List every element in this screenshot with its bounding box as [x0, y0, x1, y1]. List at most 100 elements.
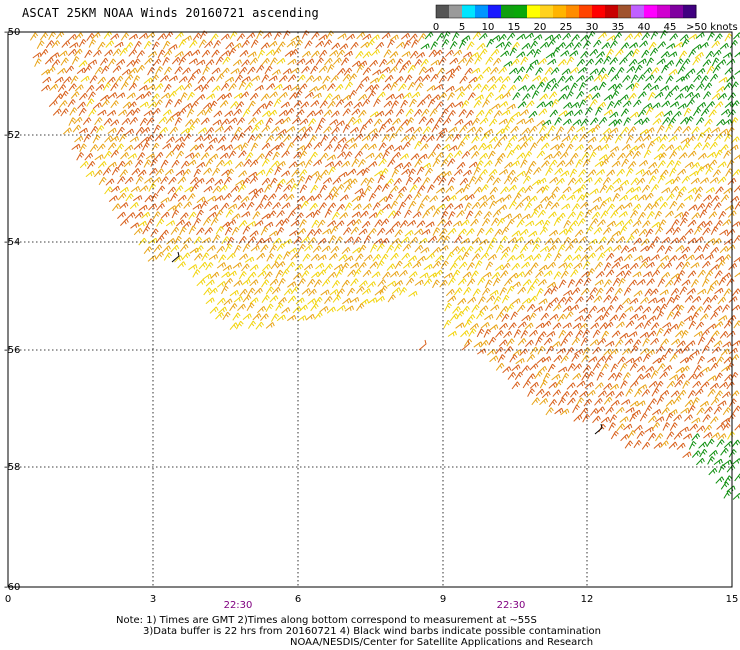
- wind-barb: [460, 219, 470, 227]
- axis-tick-labels: 0 3 6 9 12 15-50-52-54-56-58-60: [4, 27, 738, 605]
- wind-barb: [611, 160, 621, 168]
- wind-barb: [288, 247, 298, 254]
- wind-barb: [454, 86, 464, 93]
- wind-barb: [655, 111, 665, 118]
- wind-barb: [697, 269, 706, 278]
- wind-barb: [187, 124, 195, 134]
- wind-barb: [90, 125, 99, 135]
- wind-barb: [271, 286, 281, 295]
- wind-barb: [587, 169, 597, 177]
- wind-barb: [310, 100, 320, 108]
- wind-barb: [694, 254, 705, 261]
- wind-barb: [689, 170, 699, 177]
- wind-barb: [168, 75, 178, 82]
- wind-barb: [375, 110, 385, 118]
- wind-barb: [728, 398, 737, 407]
- wind-barb: [94, 117, 103, 126]
- wind-barb: [436, 234, 446, 243]
- wind-barb: [212, 167, 221, 176]
- wind-barb: [484, 313, 494, 321]
- wind-barb: [322, 177, 333, 185]
- wind-barb: [641, 372, 651, 380]
- wind-barb: [195, 245, 204, 254]
- wind-barb: [315, 40, 325, 48]
- wind-barb: [629, 413, 638, 423]
- wind-barb: [645, 192, 654, 201]
- wind-barb: [669, 150, 678, 160]
- wind-barb: [668, 135, 678, 143]
- wind-barb: [458, 40, 467, 49]
- wind-barb: [383, 118, 393, 126]
- wind-barb: [225, 42, 235, 50]
- wind-barb: [226, 168, 235, 178]
- wind-barb: [605, 48, 614, 58]
- wind-barb: [292, 306, 302, 314]
- wind-barb: [702, 296, 712, 305]
- wind-barb: [693, 245, 703, 254]
- wind-barb: [609, 383, 619, 391]
- wind-barb: [29, 32, 39, 41]
- wind-barb: [706, 285, 715, 295]
- wind-barb: [611, 261, 621, 269]
- wind-barb: [425, 252, 435, 260]
- wind-barb: [707, 356, 717, 363]
- wind-barb: [291, 117, 301, 125]
- wind-barb: [436, 203, 446, 211]
- wind-barb: [681, 365, 690, 374]
- wind-barb: [221, 67, 230, 76]
- wind-barb: [178, 39, 187, 48]
- wind-barb: [465, 57, 474, 66]
- wind-barb: [438, 92, 447, 101]
- wind-barb: [647, 315, 657, 323]
- wind-barb: [529, 381, 539, 389]
- wind-barb: [669, 353, 678, 362]
- wind-map[interactable]: 0 3 6 9 12 15-50-52-54-56-58-60 22:30 22:30: [0, 0, 740, 615]
- scale-swatch: [618, 5, 632, 18]
- wind-barb: [731, 340, 740, 347]
- wind-barb: [369, 261, 379, 269]
- wind-barb: [571, 254, 582, 261]
- wind-barb: [734, 423, 740, 431]
- wind-barb: [573, 363, 583, 371]
- wind-barb: [702, 414, 711, 423]
- wind-barb: [509, 47, 517, 57]
- wind-barb: [673, 160, 682, 170]
- wind-barb: [287, 58, 297, 66]
- wind-barb: [556, 42, 566, 50]
- wind-barb: [612, 177, 622, 185]
- wind-barb: [137, 152, 146, 161]
- wind-barb: [447, 227, 457, 236]
- wind-barb: [206, 76, 216, 84]
- wind-barb: [602, 177, 611, 186]
- wind-barb: [615, 391, 625, 399]
- wind-barb: [343, 178, 353, 185]
- wind-barb: [60, 90, 69, 100]
- wind-barb: [560, 338, 569, 347]
- wind-barb: [414, 244, 424, 253]
- wind-barb: [575, 296, 584, 304]
- wind-barb: [501, 313, 510, 322]
- wind-barb: [575, 278, 584, 287]
- wind-barb: [71, 56, 80, 65]
- wind-barb: [394, 76, 404, 84]
- wind-barb: [151, 93, 160, 102]
- wind-barb: [164, 31, 174, 40]
- wind-barb: [665, 279, 674, 288]
- wind-barb: [693, 364, 702, 374]
- wind-barb: [694, 388, 704, 397]
- wind-barb: [277, 41, 286, 50]
- wind-barb: [203, 134, 213, 142]
- wind-barb: [324, 263, 333, 272]
- wind-barb: [570, 102, 580, 109]
- wind-barb: [367, 90, 376, 99]
- wind-barb: [476, 42, 486, 51]
- wind-barb: [201, 49, 211, 58]
- wind-barb: [192, 203, 202, 210]
- wind-barb: [506, 303, 515, 313]
- wind-barb: [502, 366, 512, 374]
- wind-barb: [534, 219, 545, 227]
- wind-barb: [256, 252, 266, 260]
- wind-barb: [660, 169, 669, 178]
- wind-barb: [648, 175, 657, 184]
- wind-barb: [180, 160, 190, 169]
